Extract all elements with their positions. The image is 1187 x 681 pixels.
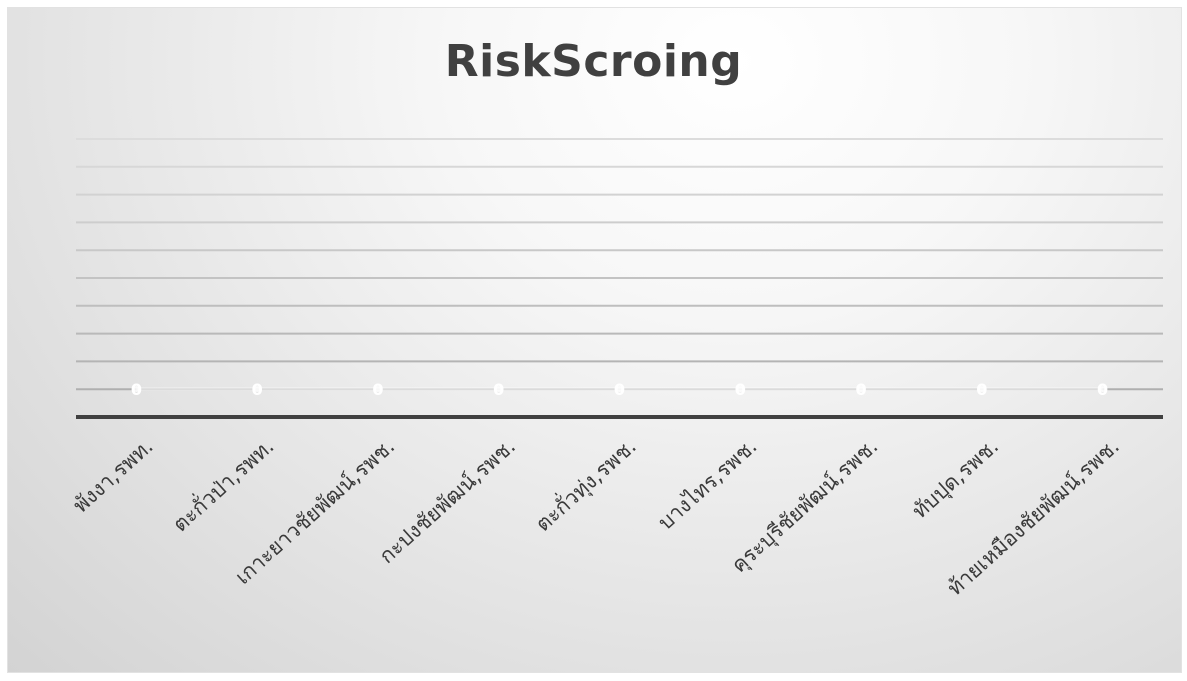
- x-tick-labels: พังงา,รพท. ตะกั่วป่า,รพท.เกาะยาวชัยพัฒน์,…: [68, 432, 1123, 601]
- data-label: 0: [614, 380, 625, 399]
- data-label: 0: [1097, 380, 1108, 399]
- data-label: 0: [735, 380, 746, 399]
- data-point: [495, 386, 502, 392]
- data-label: 0: [855, 380, 866, 399]
- x-tick-label: บางไทร,รพช.: [654, 434, 762, 535]
- data-point: [1099, 386, 1106, 392]
- data-point: [858, 386, 865, 392]
- x-tick-label: ตะกั่วทุ่ง,รพช.: [529, 432, 642, 537]
- x-tick-label: ทับปุด,รพช.: [908, 434, 1004, 524]
- gridlines: [76, 138, 1163, 391]
- data-label: 0: [372, 380, 383, 399]
- data-point: [133, 386, 140, 392]
- data-labels: 0 0 0 0 0 0 0 0 0: [131, 380, 1108, 399]
- series: [133, 386, 1106, 392]
- data-point: [978, 386, 985, 392]
- data-label: 0: [493, 380, 504, 399]
- chart-title: RiskScroing: [444, 36, 743, 87]
- data-label: 0: [252, 380, 263, 399]
- x-tick-label: พังงา,รพท.: [68, 434, 157, 518]
- data-point: [737, 386, 744, 392]
- data-point: [374, 386, 381, 392]
- data-label: 0: [976, 380, 987, 399]
- data-point: [254, 386, 261, 392]
- data-label: 0: [131, 380, 142, 399]
- chart-area: [8, 8, 1181, 672]
- x-tick-label: ตะกั่วป่า,รพท.: [166, 432, 278, 537]
- data-point: [616, 386, 623, 392]
